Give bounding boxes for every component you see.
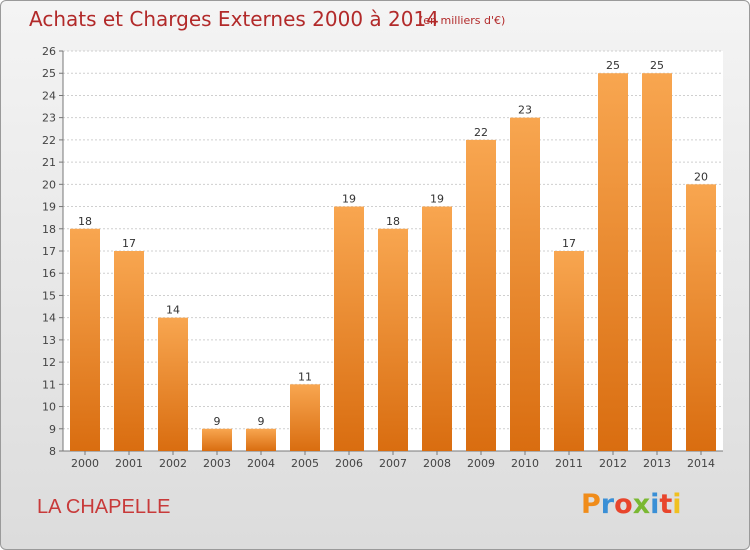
logo-letter: P [581,489,601,520]
bar [554,251,584,451]
y-tick-label: 17 [42,245,56,258]
logo-letter: t [659,489,673,520]
data-label: 23 [518,104,532,117]
x-tick-label: 2006 [335,457,363,470]
logo-letter: x [632,489,651,520]
data-label: 25 [650,59,664,72]
y-tick-label: 9 [49,423,56,436]
x-tick-label: 2003 [203,457,231,470]
bar [598,73,628,451]
data-label: 25 [606,59,620,72]
bar [246,428,276,451]
x-tick-label: 2010 [511,457,539,470]
y-tick-label: 21 [42,156,56,169]
data-label: 18 [78,215,92,228]
data-label: 19 [342,193,356,206]
x-tick-label: 2001 [115,457,143,470]
data-label: 14 [166,304,180,317]
chart-subtitle: (en milliers d'€) [419,14,506,27]
y-tick-label: 15 [42,289,56,302]
data-label: 9 [258,415,265,428]
y-tick-label: 25 [42,67,56,80]
y-tick-label: 12 [42,356,56,369]
x-tick-label: 2009 [467,457,495,470]
x-tick-label: 2000 [71,457,99,470]
bar [70,228,100,451]
bar [114,251,144,451]
chart-title: Achats et Charges Externes 2000 à 2014 [29,7,439,31]
logo-letter: o [614,489,633,520]
x-tick-label: 2004 [247,457,275,470]
data-label: 17 [122,237,136,250]
bar [466,139,496,451]
data-label: 18 [386,215,400,228]
y-tick-label: 23 [42,112,56,125]
x-tick-label: 2013 [643,457,671,470]
x-tick-label: 2008 [423,457,451,470]
bar [510,117,540,452]
y-tick-label: 13 [42,334,56,347]
data-label: 9 [214,415,221,428]
data-label: 22 [474,126,488,139]
logo-letter: i [672,489,682,520]
x-tick-label: 2007 [379,457,407,470]
data-label: 11 [298,370,312,383]
y-tick-label: 19 [42,201,56,214]
logo-letter: r [600,489,615,520]
bar [642,73,672,451]
x-tick-label: 2012 [599,457,627,470]
y-tick-label: 8 [49,445,56,458]
proxiti-logo[interactable]: Proxiti [581,489,682,520]
y-tick-label: 14 [42,312,56,325]
y-tick-label: 11 [42,378,56,391]
bar [158,317,188,451]
y-tick-label: 22 [42,134,56,147]
y-tick-label: 20 [42,178,56,191]
data-label: 17 [562,237,576,250]
bar [334,206,364,451]
y-tick-label: 10 [42,401,56,414]
y-tick-label: 18 [42,223,56,236]
y-tick-label: 24 [42,89,56,102]
data-label: 20 [694,170,708,183]
logo-letter: i [650,489,660,520]
bar [686,184,716,452]
x-tick-label: 2014 [687,457,715,470]
y-tick-label: 16 [42,267,56,280]
bar [290,384,320,451]
bar [422,206,452,451]
data-label: 19 [430,193,444,206]
x-tick-label: 2002 [159,457,187,470]
bar [378,228,408,451]
x-tick-label: 2011 [555,457,583,470]
x-tick-label: 2005 [291,457,319,470]
y-tick-label: 26 [42,45,56,58]
commune-name: LA CHAPELLE [37,496,171,518]
bar [202,428,232,451]
